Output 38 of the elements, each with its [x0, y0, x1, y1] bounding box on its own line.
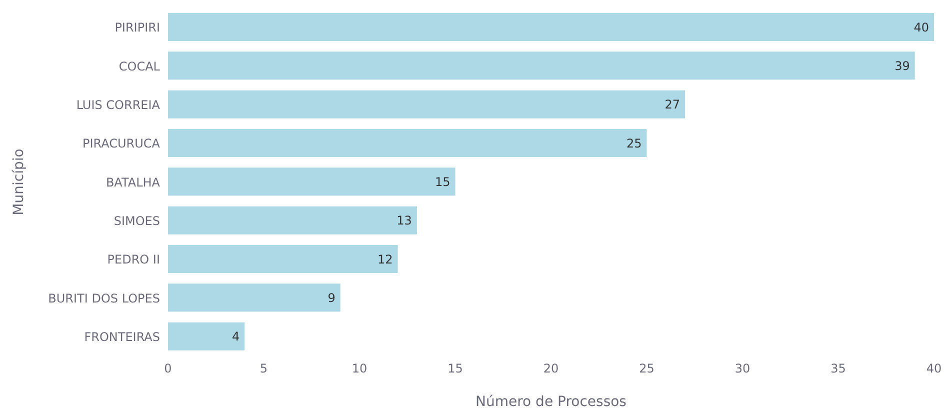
x-tick-label: 25	[639, 362, 654, 376]
y-tick-label: BATALHA	[106, 175, 161, 190]
data-label: 27	[664, 98, 680, 112]
y-tick-label: COCAL	[118, 59, 160, 74]
bar	[168, 129, 647, 157]
data-label: 40	[914, 20, 929, 34]
data-label: 13	[396, 214, 412, 228]
x-tick-label: 20	[543, 362, 559, 376]
data-label: 12	[378, 252, 393, 266]
y-tick-label: PIRIPIRI	[114, 20, 160, 35]
y-tick-label: BURITI DOS LOPES	[48, 291, 160, 306]
bar	[168, 13, 934, 41]
data-label: 15	[434, 174, 450, 189]
bar	[168, 168, 456, 196]
x-tick-label: 10	[352, 362, 368, 376]
bar	[168, 245, 398, 273]
data-label: 25	[626, 136, 642, 150]
bar	[168, 322, 245, 350]
x-tick-label: 15	[448, 362, 463, 376]
data-label: 39	[894, 58, 910, 73]
y-tick-label: FRONTEIRAS	[84, 330, 160, 344]
x-axis-title: Número de Processos	[476, 394, 626, 410]
x-tick-label: 35	[830, 362, 846, 376]
x-tick-label: 40	[926, 362, 942, 376]
y-tick-label: SIMOES	[114, 214, 160, 228]
data-label: 9	[328, 290, 336, 305]
x-tick-label: 30	[734, 362, 750, 376]
y-tick-label: PIRACURUCA	[82, 136, 161, 151]
y-tick-label: PEDRO II	[107, 252, 160, 267]
y-tick-label: LUIS CORREIA	[76, 98, 161, 112]
y-axis-title: Município	[10, 148, 27, 216]
x-tick-label: 0	[164, 362, 172, 376]
bar	[168, 284, 340, 312]
bar	[168, 206, 417, 234]
x-tick-label: 5	[260, 362, 268, 376]
bar	[168, 90, 686, 118]
bar	[168, 52, 915, 80]
data-label: 4	[232, 330, 240, 344]
